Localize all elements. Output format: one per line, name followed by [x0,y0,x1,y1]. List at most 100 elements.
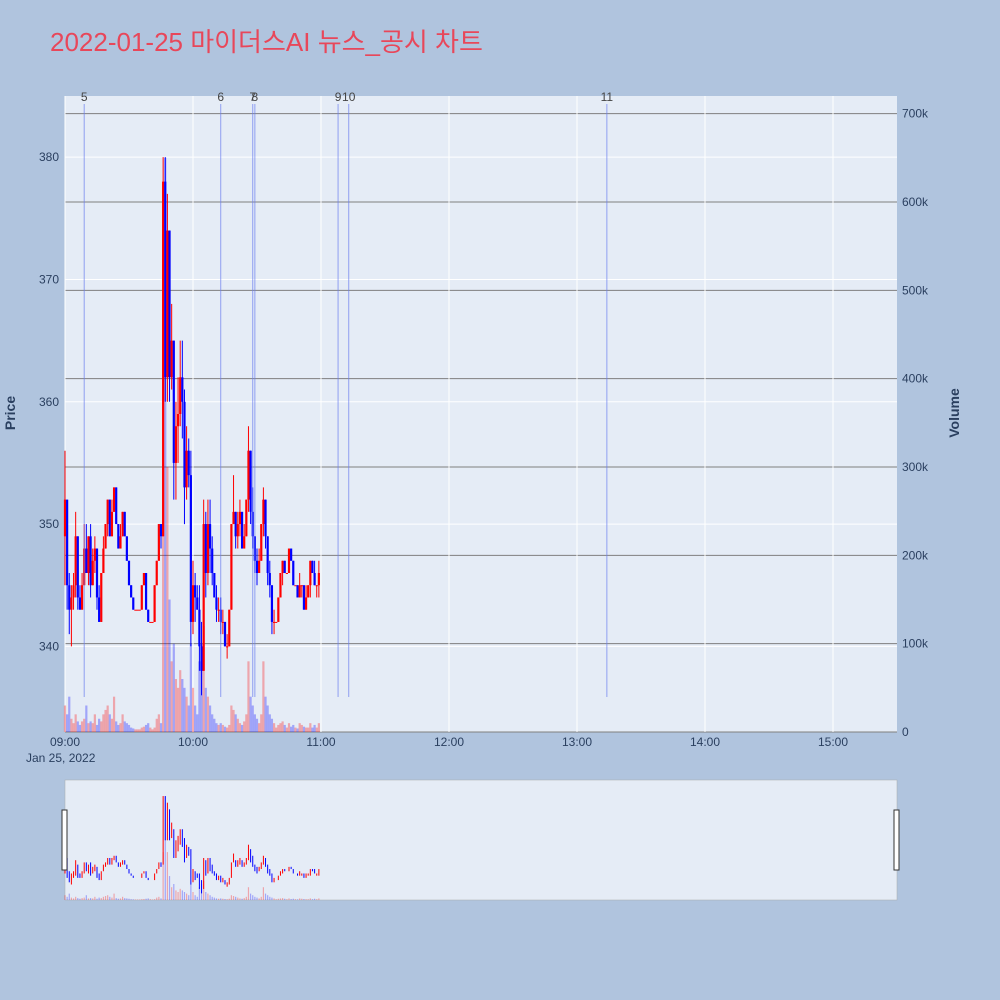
annotation-label: 7 [249,90,256,104]
candle-body [112,487,116,512]
volume-bar [138,729,141,732]
candle-body [119,536,122,549]
volume-bar [296,728,299,732]
rangeslider-volume-bar [215,898,218,900]
rangeslider-volume-bar [66,896,68,900]
time-tick-label: 09:00 [50,735,80,749]
rangeslider-volume-bar [241,898,243,900]
rangeslider-volume-bar [175,890,177,900]
candle-body [296,585,299,598]
candle-body [98,597,101,622]
volume-bar [98,718,101,732]
rangeslider-handle-left[interactable] [61,809,68,871]
volume-bar [70,718,73,732]
volume-bar [153,727,156,732]
candle-body [174,426,178,463]
rangeslider-volume-bar [164,796,166,900]
volume-bar [144,724,148,732]
candle-body [307,585,310,598]
rangeslider-handle-right[interactable] [893,809,900,871]
rangeslider-volume-bar [252,895,254,900]
rangeslider-volume-bar [237,897,239,900]
volume-bar [196,714,199,732]
volume-bar [179,670,182,732]
candle-body [313,573,316,586]
volume-bar [174,679,178,732]
candle-body [292,560,295,586]
candle-body [238,511,242,525]
price-axis-ticks: 340 350 360 370 380 [39,150,59,653]
volume-bar [181,679,184,732]
rangeslider-volume-bar [173,884,175,900]
volume-bar [187,705,190,732]
rangeslider-volume-bar [181,890,183,900]
rangeslider-volume-bar [102,896,104,900]
volume-bar [130,727,133,732]
volume-bar [106,705,109,732]
volume-bar [136,729,139,732]
candle-body [104,524,107,549]
volume-bar [283,724,286,732]
volume-bar [102,714,105,732]
rangeslider-volume-bar [309,898,311,900]
rangeslider-volume-bar [111,897,113,900]
candle-body [70,597,73,610]
candle-body [270,585,274,622]
candle-body [117,524,120,549]
volume-bar [134,729,137,732]
rangeslider-volume-bar [305,899,307,900]
rangeslider-volume-bar [316,899,318,900]
volume-bar [93,714,96,732]
candle-body [311,560,314,573]
candle-body [68,585,71,610]
rangeslider-volume-bar [132,899,134,900]
volume-bar [157,714,160,732]
time-tick-label: 12:00 [434,735,464,749]
candle-body [72,585,75,598]
candle-body [245,499,248,537]
rangeslider-volume-bar [250,893,252,900]
rangeslider-volume-bar [190,884,192,900]
volume-bar [245,714,248,732]
candle-body [287,548,291,573]
candle-body [198,609,201,647]
time-tick-label: 15:00 [818,735,848,749]
volume-bar [87,723,90,732]
x-axis-ticks: 09:00 10:00 11:00 12:00 13:00 14:00 15:00 [50,735,848,749]
rangeslider-volume-bar [282,898,284,900]
rangeslider-volume-bar [226,899,228,900]
candle-body [204,524,207,573]
volume-bar [172,643,175,732]
candle-body [315,585,318,587]
rangeslider-volume-bar [107,895,109,900]
rangeslider-volume-bar [292,898,294,900]
candle-body [234,511,237,537]
candle-body [217,609,220,611]
volume-bar [240,724,244,732]
volume-tick-label: 500k [902,283,929,297]
volume-bar [202,626,205,732]
volume-bar [72,723,75,732]
volume-bar [260,714,263,732]
time-tick-label: 13:00 [562,735,592,749]
volume-bar [285,727,288,732]
rangeslider-background[interactable] [64,779,898,901]
rangeslider-volume-bar [224,899,226,900]
candle-body [277,597,280,622]
candle-body [285,573,288,574]
candle-body [183,401,186,488]
candle-body [283,560,286,573]
volume-bar [168,599,171,732]
candle-body [125,536,128,561]
rangeslider-volume-bar [145,898,147,900]
volume-bar [309,723,312,732]
candle-body [275,621,278,623]
price-tick-label: 370 [39,272,59,286]
candle-body [121,511,124,537]
candle-body [240,511,244,549]
candle-body [228,609,231,647]
annotation-label: 6 [217,90,224,104]
rangeslider-volume-bar [205,892,207,900]
candle-body [102,548,105,573]
